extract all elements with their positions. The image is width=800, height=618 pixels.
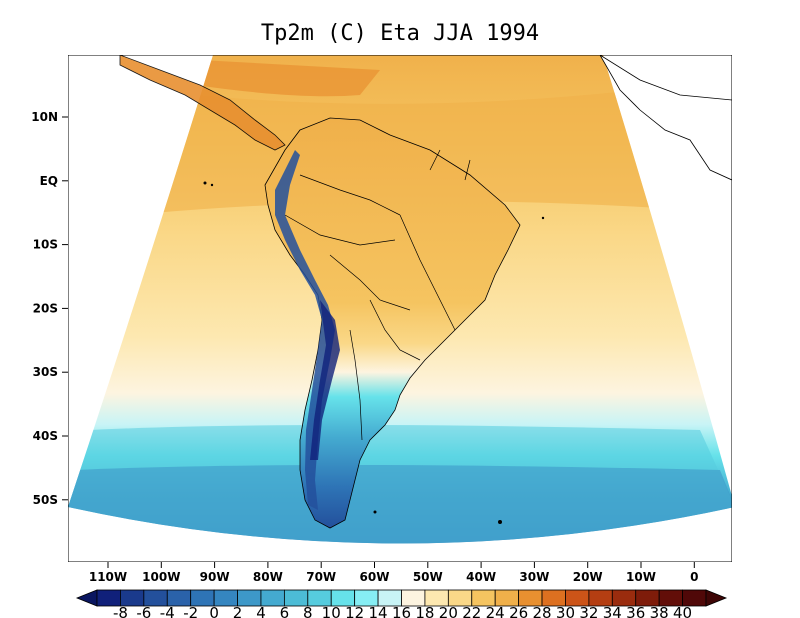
lon-tick-label: 100W (142, 570, 180, 584)
colorbar-label: 10 (322, 604, 341, 618)
colorbar-label: 40 (673, 604, 692, 618)
country-borders (284, 149, 471, 441)
colorbar: -8 -6 -4 -2 0 2 4 6 8 10 12 14 16 18 20 22 24 26 28 30 32 34 3… (75, 589, 728, 618)
colorbar-label: 24 (486, 604, 505, 618)
lat-tick-label: EQ (40, 174, 58, 188)
colorbar-label: 34 (603, 604, 622, 618)
lon-tick-label: 60W (360, 570, 390, 584)
lat-tick-label: 20S (33, 301, 58, 315)
colorbar-label: 6 (280, 604, 290, 618)
islands (203, 181, 545, 524)
colorbar-label: 4 (256, 604, 266, 618)
map-title: Tp2m (C) Eta JJA 1994 (261, 21, 539, 46)
colorbar-label: 16 (392, 604, 411, 618)
colorbar-label: 12 (345, 604, 364, 618)
map-panel (68, 55, 732, 562)
colorbar-label: -2 (183, 604, 198, 618)
colorbar-label: 36 (626, 604, 645, 618)
colorbar-label: 2 (233, 604, 243, 618)
lat-tick-label: 10S (33, 238, 58, 252)
colorbar-label: 22 (462, 604, 481, 618)
lon-tick-label: 80W (253, 570, 283, 584)
colorbar-label: 18 (415, 604, 434, 618)
colorbar-label: 28 (532, 604, 551, 618)
lon-tick-label: 20W (573, 570, 603, 584)
colorbar-label: -6 (136, 604, 151, 618)
lat-tick-label: 40S (33, 429, 58, 443)
colorbar-label: -8 (113, 604, 128, 618)
lon-tick-label: 10W (626, 570, 656, 584)
colorbar-label: 32 (579, 604, 598, 618)
lat-tick-label: 30S (33, 365, 58, 379)
lat-tick-label: 10N (31, 110, 58, 124)
colorbar-label: 14 (369, 604, 388, 618)
lon-tick-label: 30W (519, 570, 549, 584)
colorbar-right-arrow (705, 589, 728, 607)
colorbar-label: -4 (160, 604, 175, 618)
lon-tick-label: 40W (466, 570, 496, 584)
central-america-land (119, 55, 286, 151)
colorbar-label: 30 (556, 604, 575, 618)
africa-land (599, 55, 732, 181)
lon-tick-label: 90W (200, 570, 230, 584)
colorbar-label: 38 (650, 604, 669, 618)
colorbar-left-arrow (75, 589, 98, 607)
lon-tick-label: 110W (89, 570, 127, 584)
lat-tick-label: 50S (33, 493, 58, 507)
lat-axis: 10N EQ 10S 20S 30S 40S 50S (31, 110, 68, 507)
lon-axis: 110W 100W 90W 80W 70W 60W 50W 40W 30W 20W 10W 0 (89, 562, 698, 584)
lon-tick-label: 0 (690, 570, 698, 584)
lon-tick-label: 70W (306, 570, 336, 584)
colorbar-label: 20 (439, 604, 458, 618)
colorbar-label: 26 (509, 604, 528, 618)
colorbar-label: 0 (209, 604, 219, 618)
lon-tick-label: 50W (413, 570, 443, 584)
colorbar-label: 8 (303, 604, 313, 618)
